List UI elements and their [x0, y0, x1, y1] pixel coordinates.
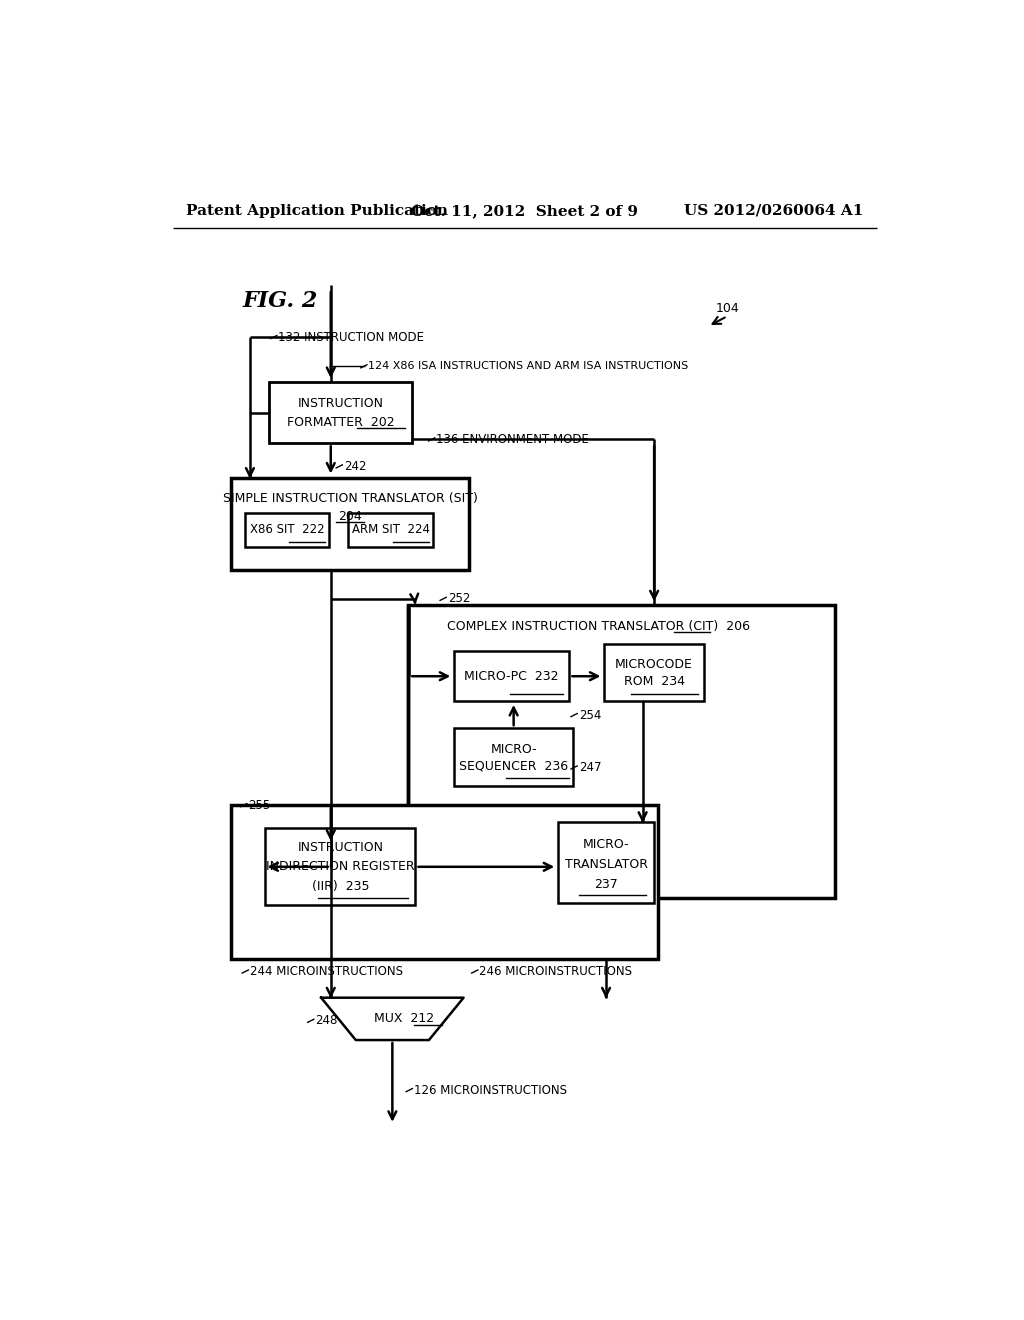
Text: 124 X86 ISA INSTRUCTIONS AND ARM ISA INSTRUCTIONS: 124 X86 ISA INSTRUCTIONS AND ARM ISA INS… [368, 362, 688, 371]
Text: 237: 237 [594, 878, 617, 891]
Text: 242: 242 [344, 459, 367, 473]
Text: 132 INSTRUCTION MODE: 132 INSTRUCTION MODE [279, 330, 424, 343]
Bar [230, 805, 658, 960]
Text: FORMATTER  202: FORMATTER 202 [287, 417, 394, 429]
Text: 126 MICROINSTRUCTIONS: 126 MICROINSTRUCTIONS [414, 1084, 567, 1097]
Text: MICRO-PC  232: MICRO-PC 232 [465, 669, 559, 682]
Text: SIMPLE INSTRUCTION TRANSLATOR (SIT): SIMPLE INSTRUCTION TRANSLATOR (SIT) [222, 492, 477, 504]
Text: 247: 247 [579, 760, 601, 774]
Text: FIG. 2: FIG. 2 [243, 290, 317, 312]
Text: 252: 252 [447, 593, 470, 606]
Text: 255: 255 [249, 799, 270, 812]
Text: SEQUENCER  236: SEQUENCER 236 [459, 760, 568, 772]
Text: 136 ENVIRONMENT MODE: 136 ENVIRONMENT MODE [436, 433, 589, 446]
Text: INSTRUCTION: INSTRUCTION [297, 841, 383, 854]
Text: (IIR)  235: (IIR) 235 [311, 879, 369, 892]
Text: INSTRUCTION: INSTRUCTION [297, 397, 383, 409]
Bar [348, 512, 433, 548]
Text: Patent Application Publication: Patent Application Publication [186, 203, 449, 218]
Text: 248: 248 [315, 1014, 338, 1027]
Text: MICRO-: MICRO- [583, 838, 630, 851]
Bar [454, 729, 573, 785]
Bar [265, 829, 416, 906]
Text: 204: 204 [338, 511, 361, 523]
Text: 104: 104 [716, 302, 739, 315]
Text: MICROCODE: MICROCODE [615, 659, 693, 672]
Text: ARM SIT  224: ARM SIT 224 [352, 524, 430, 536]
Bar [230, 478, 469, 570]
Text: Oct. 11, 2012  Sheet 2 of 9: Oct. 11, 2012 Sheet 2 of 9 [412, 203, 638, 218]
Bar [245, 512, 330, 548]
Bar [558, 822, 654, 903]
Bar [604, 644, 705, 701]
Text: MUX  212: MUX 212 [374, 1012, 434, 1026]
Bar [454, 651, 569, 701]
Text: ROM  234: ROM 234 [624, 675, 685, 688]
Text: 244 MICROINSTRUCTIONS: 244 MICROINSTRUCTIONS [250, 965, 402, 978]
Text: MICRO-: MICRO- [490, 743, 537, 756]
Text: TRANSLATOR: TRANSLATOR [564, 858, 647, 871]
Text: 254: 254 [579, 709, 601, 722]
Bar [408, 605, 836, 898]
Text: INDIRECTION REGISTER: INDIRECTION REGISTER [266, 861, 415, 874]
Text: 246 MICROINSTRUCTIONS: 246 MICROINSTRUCTIONS [479, 965, 633, 978]
Text: COMPLEX INSTRUCTION TRANSLATOR (CIT)  206: COMPLEX INSTRUCTION TRANSLATOR (CIT) 206 [446, 620, 750, 634]
Text: US 2012/0260064 A1: US 2012/0260064 A1 [684, 203, 863, 218]
Bar [269, 381, 412, 444]
Text: X86 SIT  222: X86 SIT 222 [250, 524, 325, 536]
